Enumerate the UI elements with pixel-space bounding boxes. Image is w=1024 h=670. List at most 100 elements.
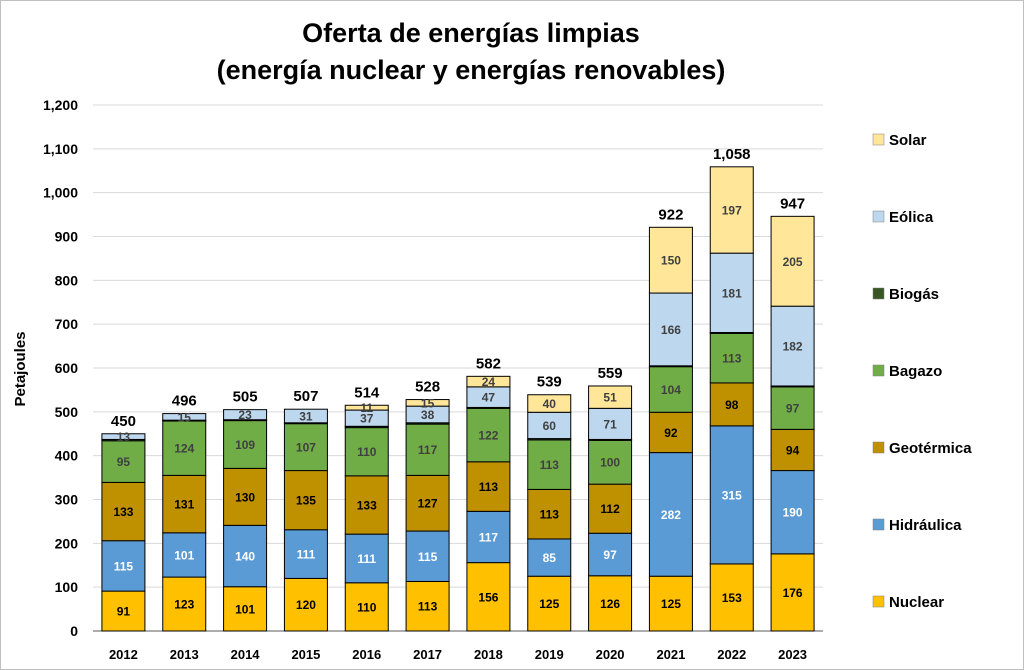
data-label: 111 [357, 552, 376, 566]
total-label: 450 [111, 413, 136, 430]
data-label: 122 [478, 429, 498, 443]
data-label: 100 [600, 456, 620, 470]
legend: Solar Eólica Biogás Bagazo Geotérmica Hidrául… [872, 132, 972, 611]
data-label: 111 [297, 548, 316, 562]
data-label: 133 [113, 505, 133, 519]
bar-segment [101, 481, 146, 542]
bar-segment [405, 399, 450, 407]
bar-segment [648, 411, 693, 454]
total-label: 528 [415, 379, 440, 396]
data-label: 150 [661, 254, 681, 268]
y-axis-label: Petajoules [12, 331, 29, 406]
x-tick-label: 2015 [291, 647, 320, 662]
data-label: 97 [603, 548, 617, 562]
bar-segment [648, 226, 693, 294]
x-tick-label: 2012 [109, 647, 138, 662]
total-label: 922 [658, 206, 683, 223]
bar-segment [709, 382, 754, 427]
y-tick-label: 800 [55, 272, 79, 288]
bar-segment [588, 532, 633, 577]
bar-segment [344, 404, 389, 411]
chart-title-line1: Oferta de energías limpias [302, 18, 640, 48]
data-label: 91 [117, 605, 131, 619]
data-label: 156 [478, 590, 498, 604]
data-label: 110 [357, 600, 377, 614]
data-label: 131 [174, 498, 194, 512]
data-label: 101 [235, 602, 255, 616]
legend-swatch [872, 287, 885, 300]
data-label: 23 [238, 408, 252, 422]
bar-segment [648, 292, 693, 367]
y-tick-label: 300 [55, 492, 79, 508]
total-label: 514 [354, 384, 380, 401]
legend-label: Geotérmica [889, 440, 972, 457]
y-tick-label: 400 [55, 448, 79, 464]
bar-segment [283, 470, 328, 531]
bar-segment [101, 433, 146, 440]
chart-title-line2: (energía nuclear y energías renovables) [216, 55, 726, 85]
legend-swatch [872, 210, 885, 223]
bar-segment [648, 575, 693, 632]
total-label: 582 [476, 355, 501, 372]
y-tick-label: 1,100 [43, 141, 78, 157]
data-label: 176 [783, 586, 803, 600]
bar-segment [527, 575, 572, 632]
bar-segment [162, 576, 207, 632]
bar-segment [283, 529, 328, 579]
legend-swatch [872, 364, 885, 377]
x-tick-label: 2018 [474, 647, 503, 662]
bar-segment [283, 577, 328, 632]
data-label: 153 [722, 591, 742, 605]
bar-segment [527, 394, 572, 413]
legend-swatch [872, 441, 885, 454]
data-label: 123 [174, 598, 194, 612]
x-tick-label: 2016 [352, 647, 381, 662]
data-label: 166 [661, 323, 681, 337]
bar-segment [344, 475, 389, 535]
bar-segment [466, 375, 511, 388]
data-label: 282 [661, 508, 681, 522]
legend-label: Bagazo [889, 363, 942, 380]
data-label: 181 [722, 286, 742, 300]
gridlines [93, 104, 823, 632]
data-label: 13 [117, 430, 131, 444]
bar-segment [588, 483, 633, 534]
total-label: 559 [598, 365, 623, 382]
bar-segment [223, 467, 268, 526]
bars: 91 115 133 95 13 123 101 131 124 15 101 140 130 109 23… [101, 166, 815, 632]
data-label: 71 [603, 417, 617, 431]
total-label: 505 [233, 389, 258, 406]
total-label: 539 [537, 374, 562, 391]
data-label: 197 [722, 203, 742, 217]
data-label: 182 [783, 340, 803, 354]
x-tick-label: 2019 [535, 647, 564, 662]
data-label: 47 [482, 391, 496, 405]
bar-segment [162, 420, 207, 476]
bar-segment [283, 408, 328, 424]
x-tick-label: 2020 [596, 647, 625, 662]
bar-segment [588, 407, 633, 440]
x-tick-label: 2022 [717, 647, 746, 662]
bar-segment [527, 538, 572, 577]
data-label: 125 [661, 597, 681, 611]
data-label: 15 [178, 410, 192, 424]
data-label: 112 [600, 502, 620, 516]
x-axis-tick-labels: 2012 2013 2014 2015 2016 2017 2018 2019 2020 2021… [109, 647, 807, 662]
bar-segment [709, 563, 754, 632]
bar-segment [405, 580, 450, 632]
x-tick-label: 2021 [656, 647, 685, 662]
data-label: 190 [783, 506, 803, 520]
data-label: 109 [235, 438, 255, 452]
y-tick-label: 100 [55, 579, 79, 595]
data-label: 51 [603, 391, 617, 405]
bar-segment [162, 474, 207, 534]
y-tick-label: 500 [55, 404, 79, 420]
bar-segment [527, 439, 572, 490]
chart-title: Oferta de energías limpias (energía nucl… [1, 15, 941, 89]
bar-segment [770, 215, 815, 307]
data-label: 104 [661, 383, 681, 397]
bar-segment [466, 461, 511, 512]
bar-segment [466, 562, 511, 632]
data-label: 115 [114, 559, 134, 573]
bar-segment [223, 420, 268, 469]
